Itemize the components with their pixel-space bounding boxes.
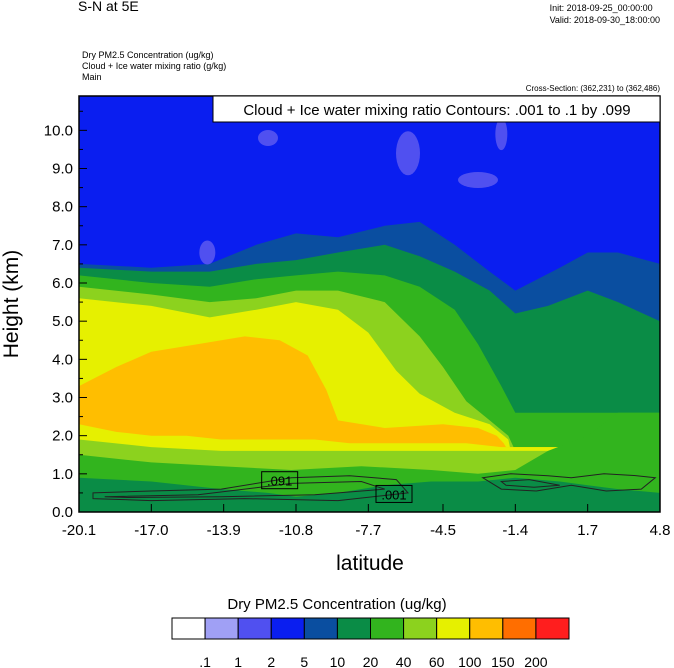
- y-tick-label: 9.0: [52, 161, 73, 178]
- colorbar-label: 40: [396, 654, 412, 668]
- colorbar-swatch: [171, 617, 206, 640]
- colorbar-swatch: [370, 617, 405, 640]
- y-tick-label: 3.0: [52, 390, 73, 407]
- y-tick-label: 5.0: [52, 313, 73, 330]
- y-tick-label: 4.0: [52, 351, 73, 368]
- colorbar-swatch: [303, 617, 338, 640]
- field-line-1: Dry PM2.5 Concentration (ug/kg): [82, 50, 214, 60]
- x-tick-label: 1.7: [577, 522, 598, 539]
- colorbar-label: 5: [300, 654, 308, 668]
- run-info: Init: 2018-09-25_00:00:00 Valid: 2018-09…: [550, 2, 660, 26]
- x-tick-label: -20.1: [62, 522, 96, 539]
- colorbar-label: 1: [234, 654, 242, 668]
- low-concentration-patch: [396, 131, 420, 176]
- contour-label: .001: [381, 487, 406, 502]
- y-tick-label: 8.0: [52, 199, 73, 216]
- cloud-contour-line: [481, 473, 657, 492]
- colorbar-swatch: [204, 617, 239, 640]
- x-axis: -20.1 -17.0 -13.9 -10.8 -7.7 -4.5 -1.4 1.7 4.8: [62, 504, 671, 539]
- colorbar-label: 150: [491, 654, 515, 668]
- cloud-contour-line: [92, 475, 410, 502]
- concentration-fill-layer: [79, 96, 660, 512]
- field-line-2: Cloud + Ice water mixing ratio (g/kg): [82, 61, 227, 71]
- colorbar-swatch: [502, 617, 537, 640]
- y-axis-label: Height (km): [0, 250, 23, 359]
- colorbar: .1 1 2 5 10 20 40 60 100 150 200: [171, 617, 570, 668]
- colorbar-swatch: [270, 617, 305, 640]
- y-axis: 0.0 1.0 2.0 3.0 4.0 5.0 6.0 7.0 8.0 9.0 10.0: [44, 110, 87, 521]
- contour-label-box: [261, 471, 299, 490]
- y-tick-label: 6.0: [52, 275, 73, 292]
- y-tick-label: 0.0: [52, 504, 73, 521]
- colorbar-title: Dry PM2.5 Concentration (ug/kg): [227, 596, 447, 613]
- colorbar-swatch: [403, 617, 438, 640]
- colorbar-swatch: [469, 617, 504, 640]
- valid-time: Valid: 2018-09-30_18:00:00: [549, 15, 660, 25]
- cross-section-label: Cross-Section: (362,231) to (362,486): [525, 84, 660, 93]
- x-tick-label: -17.0: [134, 522, 168, 539]
- colorbar-swatch: [436, 617, 471, 640]
- x-axis-label: latitude: [336, 552, 404, 575]
- colorbar-label: 10: [330, 654, 346, 668]
- low-concentration-patch: [495, 118, 508, 151]
- colorbar-label: 2: [267, 654, 275, 668]
- y-tick-label: 2.0: [52, 428, 73, 445]
- y-tick-label: 1.0: [52, 466, 73, 483]
- cloud-contour-line: [499, 479, 560, 488]
- x-tick-label: -10.8: [279, 522, 313, 539]
- low-concentration-patch: [258, 129, 278, 146]
- low-concentration-patch: [199, 240, 216, 265]
- colorbar-label: 20: [363, 654, 379, 668]
- colorbar-label: 200: [524, 654, 548, 668]
- x-tick-label: -13.9: [207, 522, 241, 539]
- colorbar-label: 60: [429, 654, 445, 668]
- x-tick-label: -7.7: [355, 522, 381, 539]
- x-tick-label: -4.5: [430, 522, 456, 539]
- colorbar-label: .1: [199, 654, 211, 668]
- colorbar-label: 100: [458, 654, 482, 668]
- contour-annotation: Cloud + Ice water mixing ratio Contours:…: [243, 102, 630, 119]
- colorbar-swatch: [336, 617, 371, 640]
- page-title: S-N at 5E: [78, 0, 139, 14]
- x-tick-label: 4.8: [650, 522, 671, 539]
- colorbar-swatch: [237, 617, 272, 640]
- cloud-contour-layer: .091 .001: [92, 471, 657, 503]
- low-concentration-patch: [458, 171, 498, 188]
- contour-label-box: [375, 484, 413, 503]
- x-tick-label: -1.4: [502, 522, 528, 539]
- contour-annotation-box: Cloud + Ice water mixing ratio Contours:…: [212, 95, 661, 123]
- contour-label: .091: [267, 474, 292, 489]
- field-line-3: Main: [82, 72, 102, 82]
- field-info: Dry PM2.5 Concentration (ug/kg) Cloud + …: [82, 50, 226, 83]
- colorbar-swatch: [535, 617, 570, 640]
- init-time: Init: 2018-09-25_00:00:00: [549, 3, 653, 13]
- y-tick-label: 7.0: [52, 237, 73, 254]
- y-tick-label: 10.0: [44, 122, 73, 139]
- cloud-contour-line: [104, 480, 385, 499]
